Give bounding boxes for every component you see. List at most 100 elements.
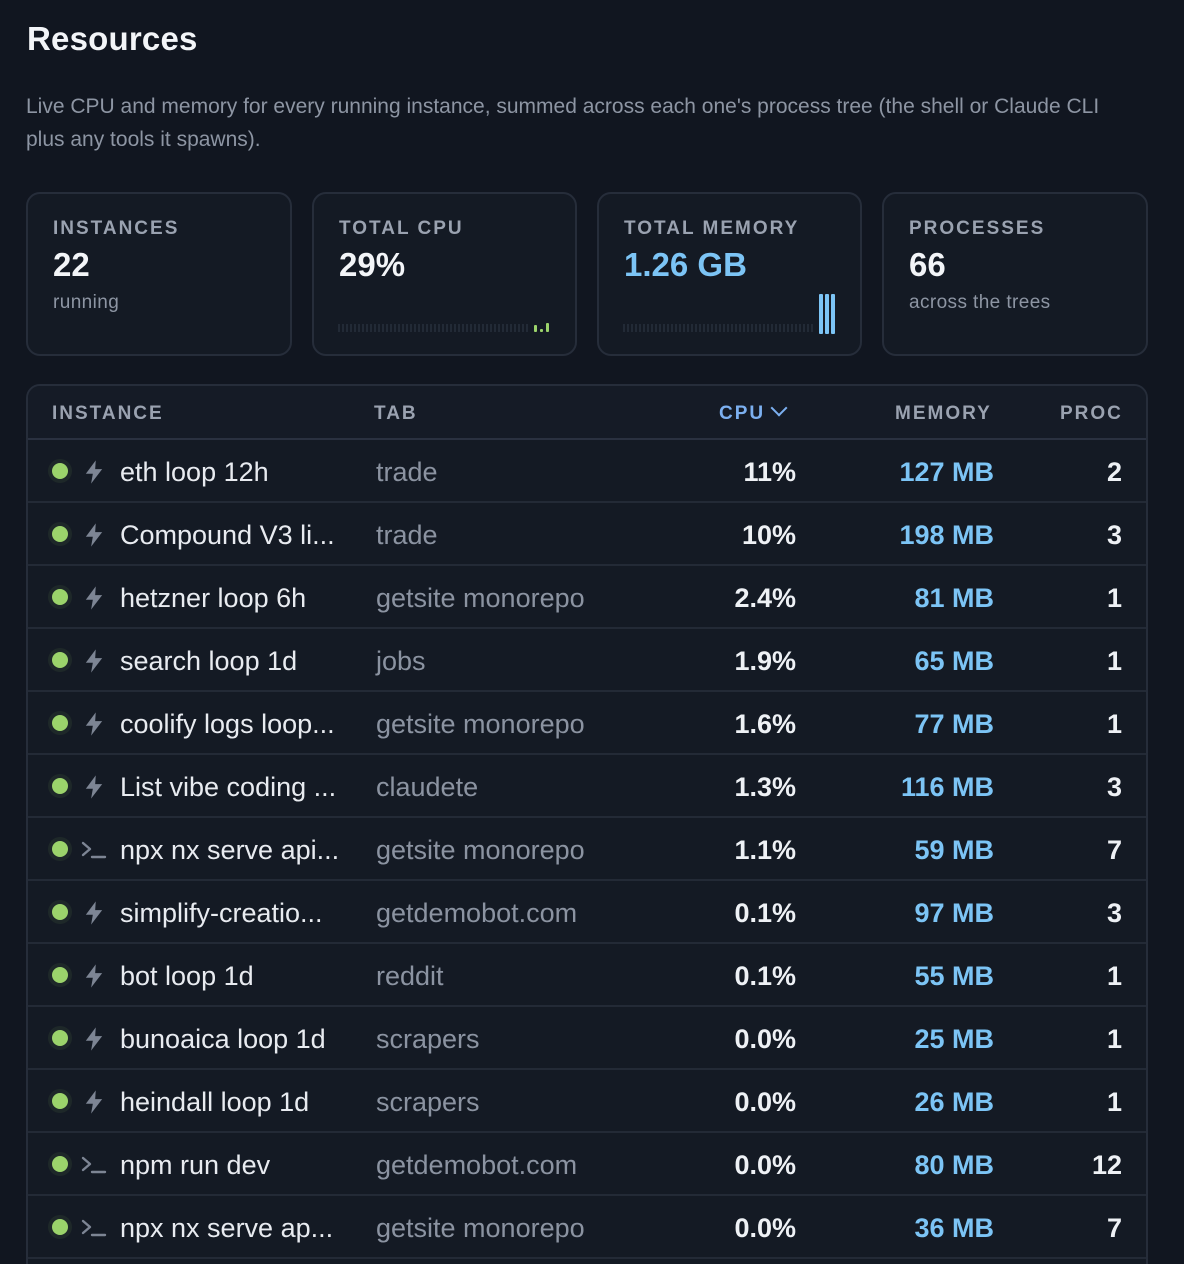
instance-name: eth loop 12h [120,457,269,487]
instance-cpu: 0.0% [734,1024,796,1054]
bolt-icon [80,710,108,738]
instance-cpu: 1.1% [734,835,796,865]
column-header-tab[interactable]: TAB [374,403,418,424]
instance-tab: getsite monorepo [376,1213,585,1243]
instance-name: npm run dev [120,1150,271,1180]
processes-card: PROCESSES 66 across the trees [882,192,1148,356]
table-row[interactable]: List vibe coding ... claudete 1.3% 116 MB 3 [28,755,1146,818]
instance-name: search loop 1d [120,646,298,676]
column-header-cpu[interactable]: CPU [719,399,788,425]
bolt-icon [80,899,108,927]
instance-tab: reddit [376,961,444,991]
bolt-icon [80,458,108,486]
processes-label: PROCESSES [909,218,1046,239]
status-dot [52,589,68,605]
instance-proc: 1 [1106,1087,1122,1117]
processes-sub: across the trees [909,292,1051,313]
table-row[interactable]: npm run dev getdemobot.com 0.0% 80 MB 12 [28,1133,1146,1196]
memory-card: TOTAL MEMORY 1.26 GB [597,192,862,356]
status-dot [52,463,68,479]
summary-cards: INSTANCES 22 running TOTAL CPU 29% TOTAL… [26,192,1148,356]
table-row[interactable]: bunoaica loop 1d scrapers 0.0% 25 MB 1 [28,1007,1146,1070]
status-dot [52,1030,68,1046]
instance-proc: 1 [1106,709,1122,739]
table-header: INSTANCE TAB CPU MEMORY PROC [28,386,1146,440]
instance-tab: claudete [376,772,479,802]
table-row[interactable]: hetzner loop 6h getsite monorepo 2.4% 81 MB… [28,566,1146,629]
status-dot [52,1156,68,1172]
table-row[interactable]: simplify-creatio... getdemobot.com 0.1% 97 … [28,881,1146,944]
table-row[interactable]: heindall loop 1d scrapers 0.0% 26 MB 1 [28,1070,1146,1133]
processes-value: 66 [909,246,946,283]
instance-cpu: 0.1% [734,898,796,928]
instance-tab: trade [376,520,438,550]
table-row[interactable]: search loop 1d jobs 1.9% 65 MB 1 [28,629,1146,692]
instances-label: INSTANCES [53,218,180,239]
instance-memory: 97 MB [914,898,994,928]
instance-memory: 65 MB [914,646,994,676]
instance-proc: 3 [1106,772,1122,802]
cpu-value: 29% [339,246,406,283]
instance-proc: 7 [1106,835,1122,865]
instance-memory: 77 MB [914,709,994,739]
bolt-icon [80,647,108,675]
cpu-label: TOTAL CPU [339,218,464,239]
instance-proc: 3 [1106,520,1122,550]
instance-memory: 198 MB [899,520,994,550]
instance-proc: 7 [1106,1213,1122,1243]
status-dot [52,1219,68,1235]
chevron-down-icon [770,399,788,417]
instance-cpu: 0.0% [734,1150,796,1180]
instance-cpu: 0.0% [734,1087,796,1117]
instance-memory: 127 MB [899,457,994,487]
bolt-icon [80,962,108,990]
instance-tab: getdemobot.com [376,1150,578,1180]
status-dot [52,652,68,668]
table-row[interactable]: eth loop 12h trade 11% 127 MB 2 [28,440,1146,503]
instance-proc: 1 [1106,1024,1122,1054]
instance-memory: 26 MB [914,1087,994,1117]
page-description: Live CPU and memory for every running in… [26,95,1100,151]
memory-label: TOTAL MEMORY [624,218,800,239]
instance-memory: 116 MB [900,772,994,802]
memory-sparkline [623,322,839,332]
table-row[interactable]: Compound V3 li... trade 10% 198 MB 3 [28,503,1146,566]
bolt-icon [80,521,108,549]
instance-name: List vibe coding ... [120,772,337,802]
instance-name: npx nx serve ap... [120,1213,334,1243]
instance-name: bot loop 1d [120,961,254,991]
column-header-instance[interactable]: INSTANCE [52,403,164,424]
column-header-memory[interactable]: MEMORY [895,403,992,424]
terminal-icon [80,1151,108,1179]
instances-sub: running [53,292,120,313]
table-row[interactable]: npx nx serve api... getsite monorepo 1.1% 5… [28,818,1146,881]
instance-memory: 25 MB [914,1024,994,1054]
instance-cpu: 0.1% [734,961,796,991]
instance-tab: jobs [376,646,426,676]
instance-cpu: 1.3% [734,772,796,802]
bolt-icon [80,584,108,612]
status-dot [52,904,68,920]
bolt-icon [80,1025,108,1053]
table-row[interactable]: coolify logs loop... getsite monorepo 1.6%… [28,692,1146,755]
instance-tab: scrapers [376,1024,480,1054]
instance-cpu: 11% [743,457,796,487]
instance-name: npx nx serve api... [120,835,340,865]
instance-proc: 1 [1106,961,1122,991]
bolt-icon [80,773,108,801]
instances-table: INSTANCE TAB CPU MEMORY PROC eth loop 12… [26,384,1148,1264]
status-dot [52,778,68,794]
instance-tab: getsite monorepo [376,583,585,613]
instance-cpu: 0.0% [734,1213,796,1243]
instance-proc: 1 [1106,583,1122,613]
status-dot [52,841,68,857]
instance-memory: 81 MB [914,583,994,613]
table-row[interactable]: bot loop 1d reddit 0.1% 55 MB 1 [28,944,1146,1007]
instance-memory: 59 MB [914,835,994,865]
column-header-proc[interactable]: PROC [1060,403,1123,424]
instance-tab: getsite monorepo [376,709,585,739]
page-title: Resources [27,20,198,57]
table-row[interactable]: npx nx serve ap... getsite monorepo 0.0% 36… [28,1196,1146,1259]
instance-tab: getdemobot.com [376,898,578,928]
instance-memory: 80 MB [914,1150,994,1180]
